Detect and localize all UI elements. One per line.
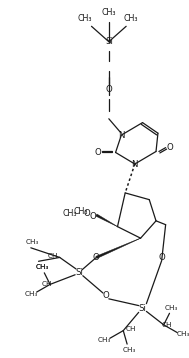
Text: CH: CH — [47, 252, 58, 258]
Text: CH₃: CH₃ — [101, 8, 116, 17]
Text: CH₃: CH₃ — [122, 347, 136, 353]
Text: Si: Si — [105, 37, 113, 46]
Text: O: O — [93, 253, 100, 262]
Text: CH: CH — [162, 322, 172, 328]
Text: CH₃: CH₃ — [124, 14, 138, 23]
Text: O: O — [95, 148, 102, 157]
Text: CH₃: CH₃ — [63, 209, 77, 218]
Text: O: O — [166, 143, 173, 152]
Text: O: O — [83, 209, 90, 218]
Text: CH₃: CH₃ — [36, 264, 49, 270]
Text: CH₃: CH₃ — [176, 332, 189, 338]
Polygon shape — [96, 214, 118, 227]
Polygon shape — [96, 238, 141, 258]
Text: O: O — [89, 213, 96, 222]
Text: CH: CH — [125, 326, 136, 332]
Text: CH₃: CH₃ — [74, 207, 88, 216]
Text: CH₃: CH₃ — [165, 305, 178, 310]
Text: CH₃: CH₃ — [97, 337, 111, 343]
Text: O: O — [105, 85, 112, 95]
Text: N: N — [118, 131, 125, 140]
Text: O: O — [158, 253, 165, 262]
Text: CH₃: CH₃ — [26, 239, 40, 245]
Text: CH₃: CH₃ — [24, 291, 37, 297]
Text: Si: Si — [75, 268, 83, 277]
Text: CH₃: CH₃ — [77, 14, 92, 23]
Text: CH₃: CH₃ — [36, 264, 49, 270]
Text: O: O — [103, 291, 109, 300]
Text: CH: CH — [42, 281, 52, 287]
Text: N: N — [132, 160, 138, 169]
Text: Si: Si — [139, 304, 146, 313]
